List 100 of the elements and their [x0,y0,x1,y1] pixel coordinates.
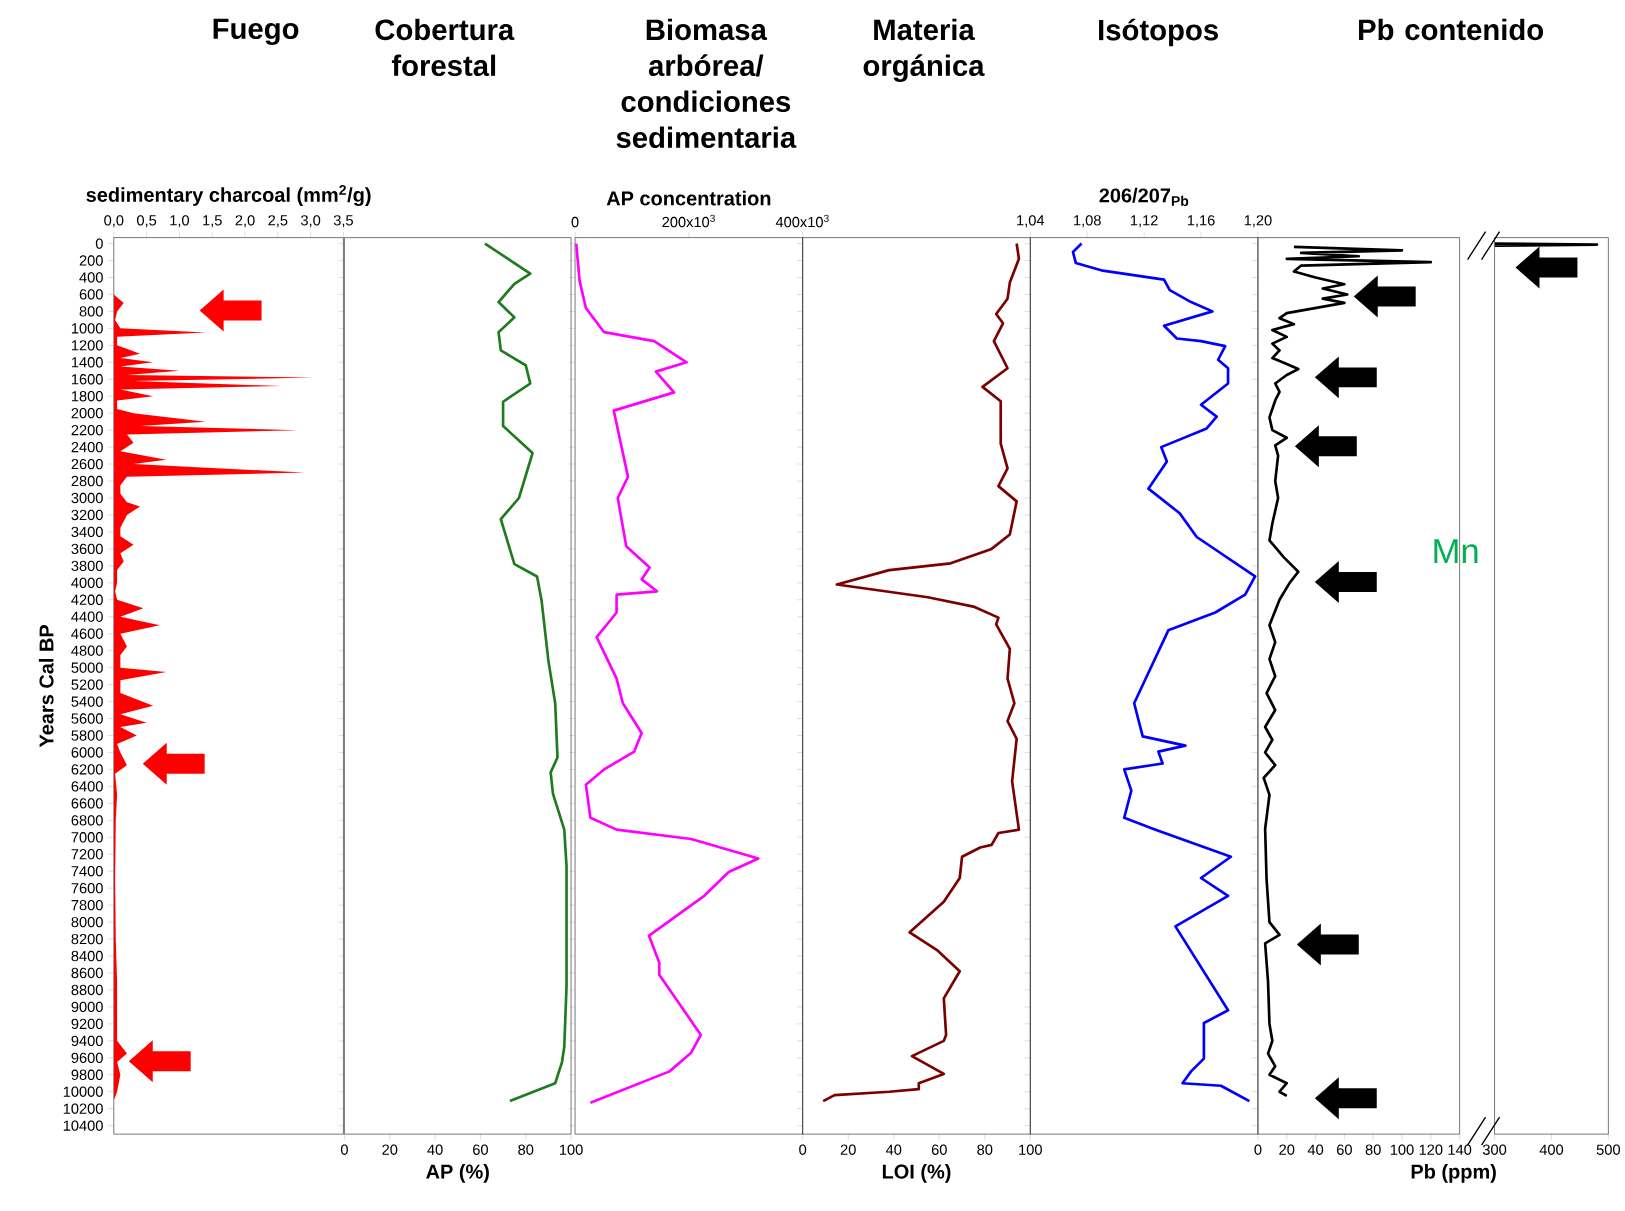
y-tick-label: 2000 [71,408,103,419]
y-tick-label: 1400 [71,357,103,368]
x-axis-title: Pb (ppm) [1411,1164,1496,1183]
chart-title: Biomasa arbórea/ condiciones sedimentaria [616,18,797,148]
y-tick-label: 5000 [71,662,103,673]
y-tick-label: 3400 [71,526,103,538]
x-tick-label: 400 [1539,1144,1564,1155]
y-tick-label: 8200 [71,933,103,945]
x-tick-label: 200x10$^{3}$ [662,214,715,228]
y-tick-label: 9800 [71,1069,103,1080]
x-tick-label: 60 [473,1144,488,1155]
chart-title: Fuego [213,18,299,46]
y-tick-label: 7000 [71,832,103,843]
x-tick-label: 40 [427,1144,443,1155]
x-tick-label: 120 [1419,1144,1443,1155]
y-tick-label: 2400 [71,441,103,453]
x-tick-label: 20 [840,1144,856,1155]
x-tick-label: 0,5 [137,215,157,228]
y-tick-label: 6200 [71,764,103,775]
x-tick-label: 100 [1019,1144,1042,1155]
x-tick-label: 1,5 [203,215,222,228]
y-tick-label: 7200 [71,849,103,860]
y-tick-label: 8000 [71,916,103,928]
y-tick-label: 4400 [71,611,103,622]
x-tick-label: 1,0 [170,215,190,228]
y-tick-label: 6400 [71,781,103,792]
x-tick-label: 400x10$^{3}$ [775,214,829,228]
x-tick-label: 100 [1390,1144,1414,1155]
y-tick-label: 5400 [71,696,103,707]
y-tick-label: 10200 [63,1103,103,1114]
x-tick-label: 80 [977,1144,993,1155]
x-tick-label: 1,04 [1017,215,1045,228]
y-tick-label: 7600 [71,883,103,894]
annotation: Mn [1434,539,1478,563]
y-tick-label: 9600 [71,1052,103,1063]
x-tick-label: 1,12 [1130,215,1158,228]
y-tick-label: 5600 [71,713,103,724]
y-tick-label: 400 [79,272,103,283]
chart-title: Isótopos [1099,18,1218,47]
y-tick-label: 6000 [71,747,103,758]
x-tick-label: 0 [799,1144,807,1155]
y-tick-label: 4200 [71,594,103,605]
chart-title: Pb contenido [1359,18,1544,41]
y-tick-label: 0 [95,238,103,249]
y-tick-label: 5800 [71,730,103,741]
x-tick-label: 2,0 [235,215,255,228]
y-tick-label: 10400 [63,1120,103,1131]
y-tick-label: 200 [79,255,103,266]
x-axis-title: sedimentary charcoal (mm$^{2}$/g) [86,185,371,206]
y-tick-label: 4000 [71,577,103,589]
y-tick-label: 5200 [71,679,103,690]
x-axis-title: AP (%) [426,1164,489,1183]
y-tick-label: 1200 [71,340,103,351]
x-tick-label: 1,16 [1187,215,1215,228]
y-tick-label: 1000 [71,323,103,334]
x-tick-label: 80 [1365,1144,1381,1155]
y-tick-label: 9000 [71,1001,103,1013]
y-tick-label: 4800 [71,645,103,656]
x-tick-label: 40 [885,1144,902,1155]
x-tick-label: 0 [1254,1144,1262,1155]
y-axis-title: Years Cal BP [38,624,54,748]
x-tick-label: 1,08 [1074,215,1101,228]
y-tick-label: 1600 [71,374,103,385]
y-tick-label: 3000 [71,492,103,504]
x-tick-label: 500 [1596,1144,1620,1155]
y-tick-label: 2600 [71,458,103,470]
y-tick-label: 3600 [71,543,103,555]
y-tick-label: 1800 [71,391,103,402]
x-tick-label: 3,0 [301,215,321,228]
x-tick-label: 40 [1307,1144,1324,1155]
x-axis-title: LOI (%) [882,1164,951,1183]
y-tick-label: 7400 [71,866,103,877]
x-tick-label: 300 [1482,1144,1507,1155]
x-axis-title: 206/207$_{Pb}$ [1099,187,1189,206]
y-tick-label: 2200 [71,424,103,436]
x-tick-label: 0 [340,1144,348,1155]
x-tick-label: 3,5 [333,215,353,228]
x-tick-label: 60 [1336,1144,1352,1155]
x-tick-label: 0 [571,216,579,228]
y-tick-label: 3800 [71,560,103,572]
y-tick-label: 8800 [71,984,103,996]
y-tick-label: 10000 [63,1086,103,1097]
x-tick-label: 60 [931,1144,947,1155]
y-tick-label: 7800 [71,899,103,911]
x-tick-label: 2,5 [268,215,288,228]
x-tick-label: 20 [1279,1144,1295,1155]
x-tick-label: 140 [1448,1144,1472,1155]
x-axis-title: AP concentration [606,190,771,206]
y-tick-label: 9200 [71,1018,103,1030]
y-tick-label: 2800 [71,475,103,487]
x-tick-label: 100 [559,1144,583,1155]
y-tick-label: 800 [79,306,103,317]
y-tick-label: 600 [79,289,103,300]
y-tick-label: 6800 [71,815,103,826]
x-tick-label: 20 [382,1144,398,1155]
y-tick-label: 8400 [71,950,103,962]
y-tick-label: 8600 [71,967,103,979]
x-tick-label: 80 [518,1144,534,1155]
y-tick-label: 3200 [71,509,103,521]
y-tick-label: 9400 [71,1035,103,1047]
